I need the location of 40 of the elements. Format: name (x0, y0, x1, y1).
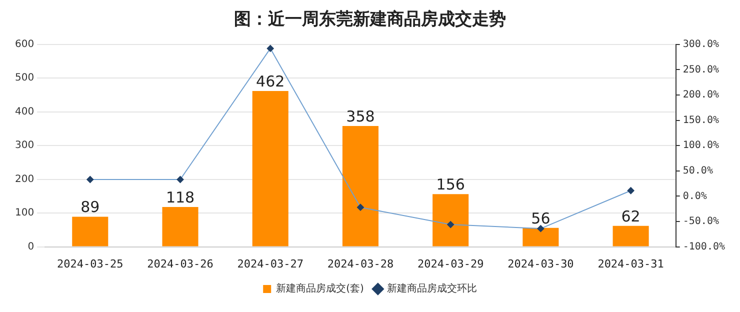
bar (432, 194, 469, 246)
y-tick-label: 500 (14, 72, 34, 84)
x-tick-label: 2024-03-26 (147, 257, 214, 270)
y-tick-label: 300 (14, 140, 34, 152)
data-label: 56 (531, 209, 550, 228)
data-label: 462 (256, 72, 285, 90)
bar (612, 226, 649, 246)
data-label: 62 (621, 207, 640, 226)
y2-tick-label: 100.0% (682, 140, 719, 152)
x-tick-label: 2024-03-28 (327, 257, 394, 270)
y2-tick-label: 150.0% (682, 114, 719, 126)
y2-tick-label: 250.0% (682, 64, 719, 76)
bar (252, 90, 288, 246)
x-tick-label: 2024-03-29 (417, 257, 484, 270)
y2-tick-label: 50.0% (682, 165, 713, 176)
y2-tick-label: 300.0% (682, 38, 719, 50)
data-label: 358 (346, 107, 375, 126)
data-label: 118 (166, 188, 195, 206)
x-tick-label: 2024-03-25 (57, 257, 124, 270)
y2-tick-label: -50.0% (682, 216, 719, 228)
bar (522, 228, 559, 246)
y2-tick-label: 200.0% (682, 90, 719, 101)
y-tick-label: 400 (14, 106, 34, 118)
x-tick-label: 2024-03-27 (237, 257, 304, 270)
data-label: 156 (436, 176, 465, 194)
y-tick-label: 0 (28, 241, 34, 252)
chart-title: 图：近一周东莞新建商品房成交走势 (234, 10, 506, 30)
y-tick-label: 100 (14, 208, 34, 219)
legend-label: 新建商品房成交(套) (276, 282, 364, 295)
data-label: 89 (80, 198, 100, 216)
bar (162, 206, 198, 246)
x-tick-label: 2024-03-31 (598, 257, 664, 270)
y2-tick-label: 0.0% (682, 190, 707, 202)
y2-tick-label: -100.0% (682, 241, 726, 252)
x-tick-label: 2024-03-30 (508, 257, 574, 270)
bar (342, 126, 378, 246)
bar (72, 216, 108, 246)
y-tick-label: 600 (14, 38, 34, 50)
legend-label: 新建商品房成交环比 (386, 282, 477, 295)
y-tick-label: 200 (14, 174, 34, 185)
